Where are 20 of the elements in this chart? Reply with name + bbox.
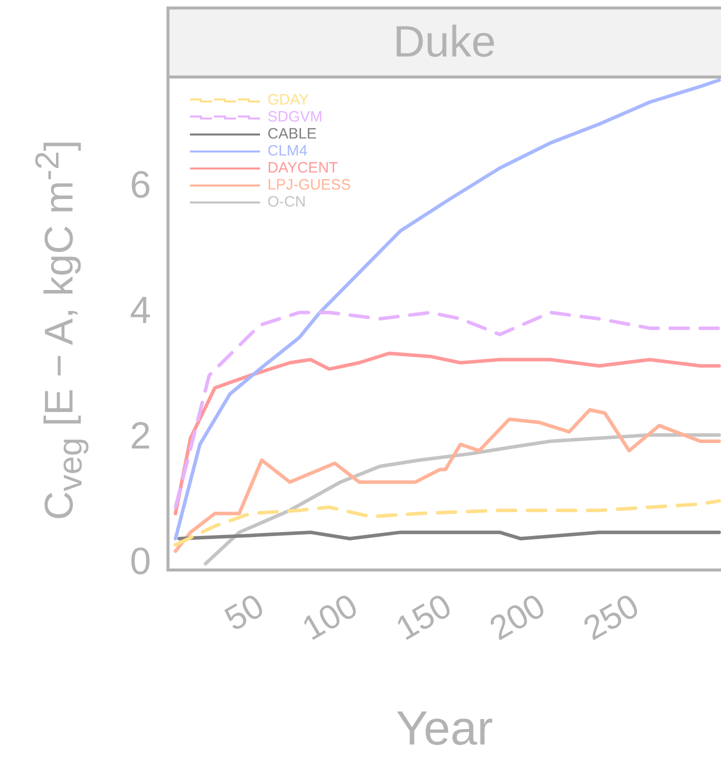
- legend-label: GDAY: [268, 92, 309, 109]
- y-tick-label: 2: [130, 416, 151, 458]
- y-tick-label: 6: [130, 164, 151, 206]
- y-tick-label: 0: [130, 541, 151, 584]
- legend-label: CLM4: [268, 142, 308, 160]
- y-tick-label: 4: [130, 290, 151, 332]
- x-tick-label: 250: [577, 586, 646, 648]
- chart-title: Duke: [393, 18, 496, 67]
- legend-label: DAYCENT: [268, 160, 338, 177]
- x-tick-label: 100: [296, 586, 364, 648]
- x-tick-label: 200: [483, 586, 552, 648]
- legend-label: LPJ-GUESS: [268, 176, 351, 194]
- legend-label: SDGVM: [268, 108, 323, 126]
- x-tick-label: 150: [390, 586, 458, 648]
- legend-label: O-CN: [268, 194, 306, 211]
- x-tick-label: 50: [218, 586, 270, 639]
- x-axis-title: Year: [396, 702, 494, 756]
- line-series: [174, 499, 721, 547]
- line-series: [174, 310, 721, 509]
- legend-label: CABLE: [268, 126, 317, 143]
